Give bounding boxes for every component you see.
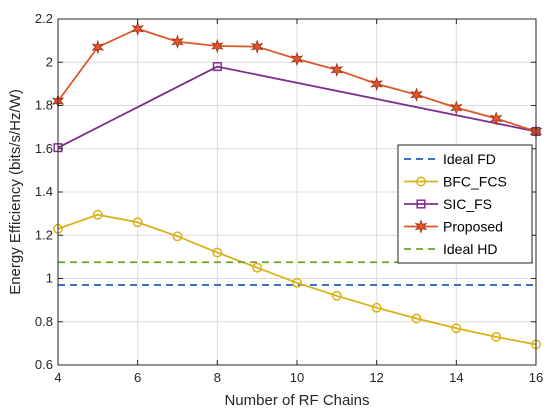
tick-labels: 4 6 8 10 12 14 16 0.6 0.8 1 1.2 1.4 1.6 1.8 2 2.2 [35,11,543,385]
data-point-proposed [489,111,503,126]
y-tick-label: 1.6 [35,141,53,156]
y-tick-label: 1.8 [35,98,53,113]
data-point-proposed [91,39,105,55]
data-point-sic-fs [212,62,222,72]
y-tick-label: 0.8 [35,314,53,329]
x-tick-label: 8 [214,370,221,385]
legend-label-proposed: Proposed [443,219,503,235]
data-point-bfc-fcs [132,217,143,228]
ticks [57,18,537,366]
data-point-bfc-fcs [212,247,223,258]
y-tick-label: 1.2 [35,227,53,242]
data-point-bfc-fcs [411,313,422,324]
data-point-proposed [410,87,423,102]
data-point-bfc-fcs [451,323,462,334]
data-point-bfc-fcs [252,262,263,273]
data-point-proposed [450,100,463,115]
data-point-bfc-fcs [292,277,302,288]
legend-marker-sic-fs [416,199,426,209]
series-line-bfc-fcs [57,213,537,346]
data-point-bfc-fcs [491,331,502,342]
data-point-bfc-fcs [92,209,103,220]
data-point-bfc-fcs [371,302,382,313]
y-tick-label: 2.2 [35,11,53,26]
data-point-proposed [250,39,264,54]
y-tick-label: 2 [46,54,53,69]
data-point-proposed [131,21,144,36]
y-axis-label: Energy Efficiency (bits/s/Hz/W) [7,89,24,295]
x-tick-label: 4 [54,370,61,385]
x-tick-label: 12 [369,370,383,385]
y-tick-label: 0.6 [35,357,53,372]
legend-label-sic-fs: SIC_FS [443,196,492,212]
x-tick-label: 6 [134,370,141,385]
legend-marker-proposed [414,219,428,234]
data-point-proposed [330,62,344,78]
y-tick-label: 1.4 [35,184,53,199]
x-tick-label: 14 [449,370,463,385]
y-tick-label: 1 [46,271,53,286]
legend-label-ideal-hd: Ideal HD [443,241,497,257]
legend-label-ideal-fd: Ideal FD [443,151,496,167]
legend-marker-bfc-fcs [416,176,426,187]
data-point-proposed [290,51,304,67]
data-point-bfc-fcs [331,290,342,301]
x-tick-label: 10 [290,370,304,385]
data-point-proposed [211,38,224,54]
x-axis-label: Number of RF Chains [224,392,369,409]
legend-label-bfc-fcs: BFC_FCS [443,174,507,190]
data-point-bfc-fcs [172,231,183,242]
data-point-proposed [171,34,184,49]
data-point-proposed [370,76,383,92]
x-tick-label: 16 [529,370,543,385]
series-line-sic-fs [57,65,537,149]
legend: Ideal FD BFC_FCS SIC_FS Proposed Ideal HD [397,144,533,264]
